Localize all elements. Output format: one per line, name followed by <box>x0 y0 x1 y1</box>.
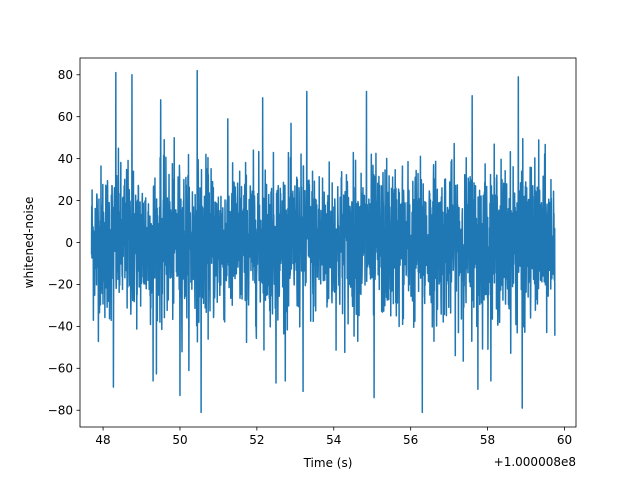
y-tick-label: −40 <box>48 320 73 334</box>
x-tick-label: 56 <box>403 433 418 447</box>
x-tick-label: 48 <box>95 433 110 447</box>
y-axis-label: whitened-noise <box>22 197 36 289</box>
y-tick-label: 40 <box>58 152 73 166</box>
y-tick-label: 20 <box>58 194 73 208</box>
y-tick-label: 80 <box>58 68 73 82</box>
ticks: 48 50 52 54 56 58 60 −80 −60 −40 −20 0 20 40 60 80 <box>48 68 572 447</box>
x-tick-label: 52 <box>249 433 264 447</box>
x-tick-label: 54 <box>326 433 341 447</box>
y-tick-label: −20 <box>48 278 73 292</box>
x-tick-label: 60 <box>557 433 572 447</box>
x-axis-offset-label: +1.000008e8 <box>494 455 576 469</box>
x-axis-label: Time (s) <box>303 456 353 470</box>
y-tick-label: 0 <box>65 236 73 250</box>
x-tick-label: 58 <box>480 433 495 447</box>
x-tick-label: 50 <box>172 433 187 447</box>
plot-area <box>90 69 556 414</box>
y-tick-label: −60 <box>48 362 73 376</box>
series-line <box>90 69 556 414</box>
y-tick-label: 60 <box>58 110 73 124</box>
y-tick-label: −80 <box>48 404 73 418</box>
